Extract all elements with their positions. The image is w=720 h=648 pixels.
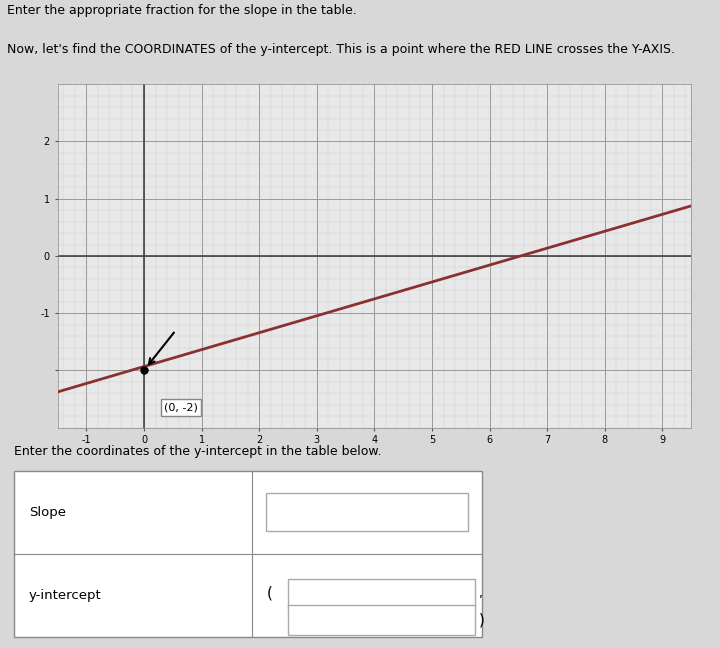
Text: (: ( [266, 586, 272, 601]
Text: (0, -2): (0, -2) [164, 402, 198, 413]
Text: Now, let's find the COORDINATES of the y-intercept. This is a point where the RE: Now, let's find the COORDINATES of the y… [7, 43, 675, 56]
Text: Slope: Slope [29, 505, 66, 518]
Text: Enter the appropriate fraction for the slope in the table.: Enter the appropriate fraction for the s… [7, 4, 357, 17]
Text: y-intercept: y-intercept [29, 589, 102, 602]
Bar [266, 493, 468, 531]
Bar [288, 579, 475, 608]
Text: Enter the coordinates of the y-intercept in the table below.: Enter the coordinates of the y-intercept… [14, 445, 382, 458]
Text: ,: , [479, 587, 483, 600]
Bar [14, 470, 482, 638]
Bar [288, 605, 475, 635]
Text: ): ) [479, 612, 485, 627]
